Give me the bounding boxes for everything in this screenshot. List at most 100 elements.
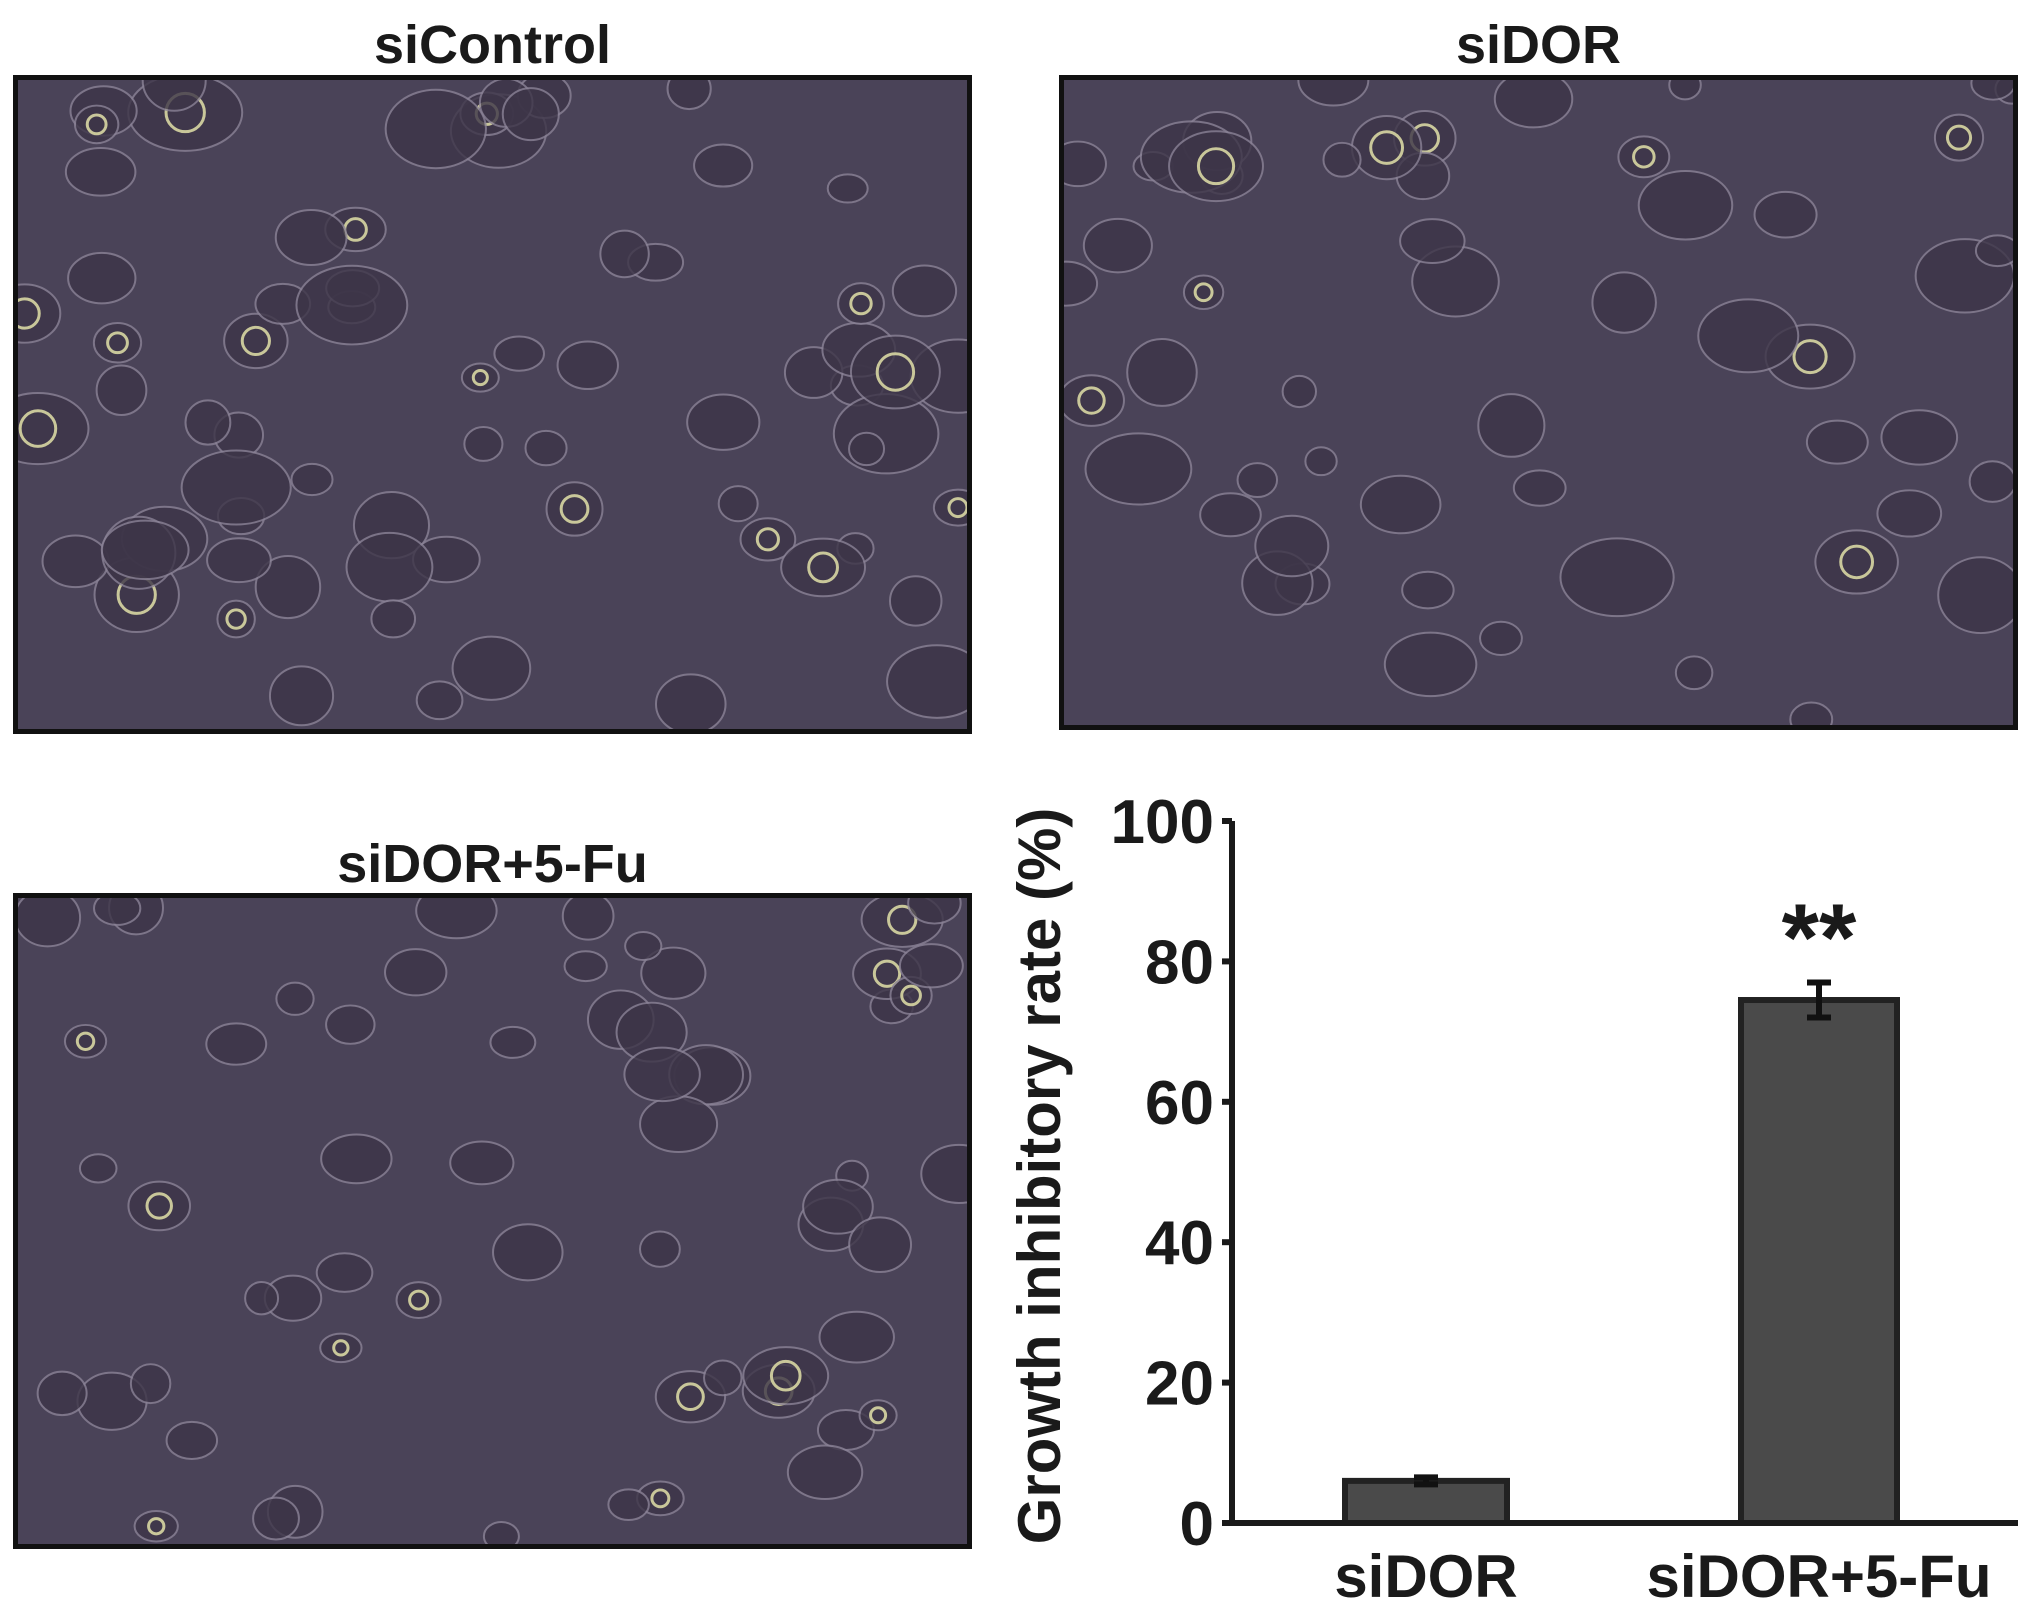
cell	[1968, 460, 2013, 503]
cell	[482, 1521, 520, 1544]
cell	[907, 898, 962, 925]
cell	[1297, 80, 1370, 107]
cell	[290, 462, 334, 497]
cell	[786, 1444, 864, 1500]
y-tick-label: 20	[1145, 1350, 1214, 1419]
cell	[275, 981, 315, 1016]
cell	[640, 946, 707, 1000]
cell	[295, 264, 409, 346]
micrograph-sidor-5fu	[13, 893, 972, 1549]
cell	[223, 312, 289, 370]
cell	[127, 1180, 192, 1232]
bright-cell	[559, 494, 590, 524]
cell	[1064, 260, 1099, 307]
cell	[1281, 374, 1318, 409]
cell	[141, 80, 207, 112]
cell	[780, 537, 867, 598]
significance-marker: **	[1782, 884, 1857, 991]
bright-cell	[240, 325, 271, 357]
cell	[624, 931, 663, 962]
bar-siDOR+5-Fu	[1738, 997, 1900, 1526]
cell	[395, 1281, 442, 1320]
cell	[556, 340, 619, 391]
cell	[244, 1281, 280, 1316]
cell	[325, 1004, 376, 1045]
cell	[655, 673, 727, 729]
cell	[818, 1310, 895, 1364]
bright-cell	[1632, 145, 1656, 169]
bright-cell	[676, 1382, 705, 1412]
cell	[1697, 298, 1800, 374]
cell	[384, 948, 448, 997]
cell	[638, 1230, 681, 1268]
bright-cell	[650, 1488, 671, 1509]
cell	[1236, 462, 1279, 499]
cell	[501, 87, 560, 142]
bright-cell	[1945, 124, 1973, 151]
cell	[489, 1025, 537, 1059]
cell	[1933, 113, 1985, 162]
cell	[64, 147, 137, 197]
cell	[1126, 338, 1198, 407]
bright-cell	[106, 331, 129, 355]
cell	[451, 635, 532, 701]
x-tick-label: siDOR	[1334, 1543, 1517, 1606]
cell	[78, 1153, 118, 1184]
cell	[1399, 218, 1466, 264]
cell	[180, 449, 292, 526]
cell	[1937, 556, 2013, 635]
cell	[1493, 80, 1574, 129]
cell	[837, 282, 885, 325]
cell	[100, 519, 190, 581]
bright-cell	[769, 1359, 802, 1392]
cell	[898, 943, 964, 989]
cell	[1805, 419, 1869, 465]
cell	[205, 1022, 268, 1066]
cell	[561, 898, 615, 941]
bright-cell	[75, 1031, 96, 1051]
x-tick-label: siDOR+5-Fu	[1646, 1543, 1991, 1606]
cell	[1559, 537, 1675, 618]
micrograph-sidor	[1059, 75, 2018, 730]
cell	[666, 80, 712, 111]
bright-cell	[887, 904, 918, 935]
cell	[252, 1496, 300, 1541]
cell	[493, 335, 546, 372]
cell	[1182, 274, 1225, 311]
bright-cell	[1196, 147, 1236, 186]
cell	[886, 644, 967, 719]
bright-cell	[849, 291, 873, 316]
cell	[18, 898, 82, 948]
cell	[1254, 514, 1330, 578]
cell	[73, 104, 120, 145]
cell	[415, 680, 464, 721]
cell	[1082, 217, 1153, 274]
y-tick-label: 40	[1145, 1209, 1214, 1278]
cell	[858, 1399, 898, 1432]
cell	[206, 537, 272, 584]
cell	[1591, 271, 1657, 334]
bright-cell	[872, 959, 902, 988]
cell	[1789, 701, 1834, 725]
bright-cell	[85, 113, 108, 136]
cell	[1880, 409, 1959, 466]
cell	[1199, 492, 1262, 538]
cell	[848, 431, 886, 467]
bright-cell	[18, 297, 41, 330]
cell	[1512, 469, 1567, 507]
bright-cell	[900, 984, 922, 1007]
cell	[1668, 80, 1702, 101]
cell	[739, 517, 797, 562]
cell	[1814, 529, 1899, 595]
bright-cell	[408, 1289, 430, 1311]
error-bar	[1807, 979, 1831, 1021]
micrograph-sicontrol	[13, 75, 972, 734]
bright-cell	[147, 1517, 166, 1536]
cell	[686, 393, 761, 451]
cell	[1970, 80, 2013, 101]
cell	[460, 362, 500, 393]
bright-cell	[875, 352, 916, 392]
cell	[370, 599, 417, 639]
y-tick-label: 100	[1111, 788, 1214, 857]
cell	[36, 1370, 88, 1417]
